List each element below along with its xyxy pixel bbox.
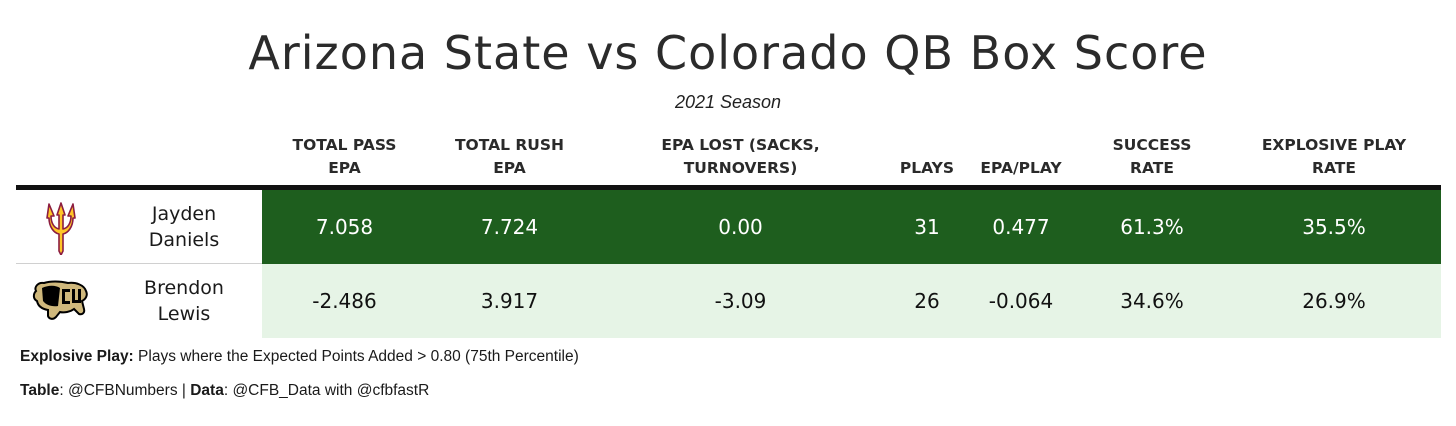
- cell-rush-epa: 7.724: [480, 215, 539, 239]
- page-title: Arizona State vs Colorado QB Box Score: [248, 26, 1208, 80]
- footnote-explosive-text: Plays where the Expected Points Added > …: [133, 348, 579, 365]
- footnote-explosive: Explosive Play: Plays where the Expected…: [20, 348, 579, 366]
- player-name: Brendon Lewis: [144, 277, 224, 325]
- cell-plays: 31: [914, 215, 940, 239]
- footnote-explosive-label: Explosive Play:: [20, 348, 134, 365]
- footnote-data-label: Data: [190, 382, 224, 399]
- col-header-rush-epa: TOTAL RUSH EPA: [454, 136, 565, 177]
- footnote-table-label: Table: [20, 382, 60, 399]
- cell-pass-epa: -2.486: [312, 289, 377, 313]
- cell-explosive-rate: 26.9%: [1302, 289, 1366, 313]
- header-divider: [16, 185, 1441, 190]
- table-row: Jayden Daniels 7.058 7.724 0.00 31 0.477 …: [16, 190, 1441, 264]
- footnote-table-text: : @CFBNumbers |: [59, 382, 191, 399]
- col-header-plays: PLAYS: [899, 159, 955, 177]
- cell-explosive-rate: 35.5%: [1302, 215, 1366, 239]
- col-header-success-rate: SUCCESS RATE: [1112, 136, 1192, 177]
- cell-epa-lost: -3.09: [714, 289, 767, 313]
- cell-success-rate: 34.6%: [1120, 289, 1184, 313]
- row-fill: [262, 190, 1441, 264]
- player-name: Jayden Daniels: [148, 203, 220, 251]
- footnote-credits: Table: @CFBNumbers | Data: @CFB_Data wit…: [20, 382, 429, 400]
- row-fill: [262, 264, 1441, 338]
- cell-pass-epa: 7.058: [315, 215, 374, 239]
- cell-plays: 26: [914, 289, 940, 313]
- pitchfork-logo: [16, 190, 106, 264]
- table-row: Brendon Lewis -2.486 3.917 -3.09 26 -0.06…: [16, 264, 1441, 338]
- cell-epa-lost: 0.00: [718, 215, 763, 239]
- table-header: TOTAL PASS EPA TOTAL RUSH EPA EPA LOST (SA…: [16, 128, 1441, 184]
- cell-epa-per-play: -0.064: [988, 289, 1054, 313]
- col-header-epa-per-play: EPA/PLAY: [980, 159, 1062, 177]
- page-subtitle: 2021 Season: [674, 92, 782, 112]
- col-header-explosive-rate: EXPLOSIVE PLAY RATE: [1261, 136, 1407, 177]
- col-header-epa-lost: EPA LOST (SACKS, TURNOVERS): [661, 136, 820, 177]
- cell-success-rate: 61.3%: [1120, 215, 1184, 239]
- cell-rush-epa: 3.917: [480, 289, 539, 313]
- col-header-pass-epa: TOTAL PASS EPA: [292, 136, 397, 177]
- row-separator: [16, 263, 262, 264]
- cell-epa-per-play: 0.477: [992, 215, 1050, 239]
- footnote-data-text: : @CFB_Data with @cfbfastR: [223, 382, 430, 399]
- buffalo-logo: [16, 264, 106, 338]
